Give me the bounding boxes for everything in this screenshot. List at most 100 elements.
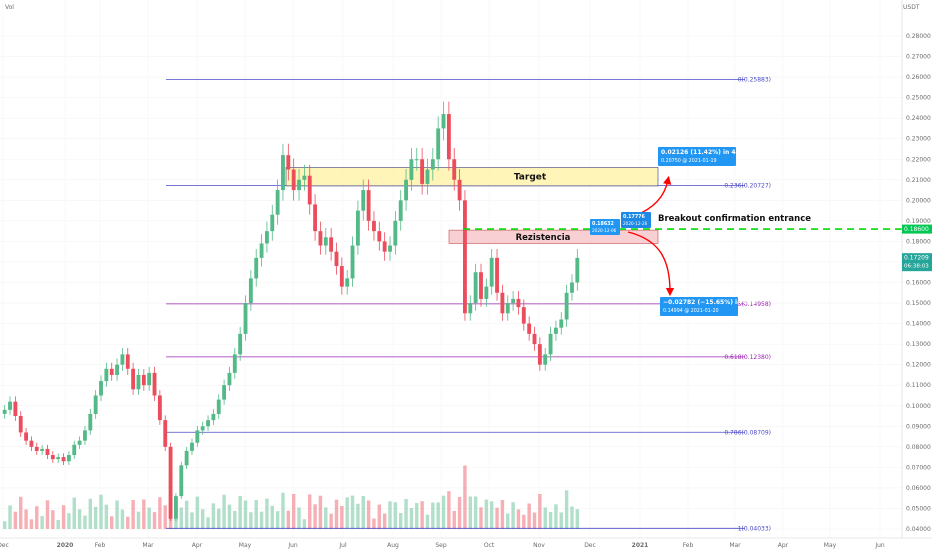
- volume-bar: [425, 514, 430, 529]
- volume-bar: [463, 465, 467, 529]
- candle: [190, 442, 194, 451]
- tooltip-up-line2: 0.20750 @ 2021-01-19: [661, 158, 717, 164]
- volume-bar: [243, 500, 248, 529]
- y-tick-label: 0.21000: [906, 177, 931, 184]
- volume-bar: [436, 502, 440, 529]
- volume-bar: [484, 499, 489, 529]
- volume-bar: [217, 508, 221, 529]
- y-tick-label: 0.09000: [906, 423, 931, 430]
- tooltip-small-1-line1: 0.18632: [592, 221, 614, 227]
- y-tick-label: 0.18000: [906, 238, 931, 245]
- y-tick-label: 0.04000: [906, 526, 931, 533]
- volume-bar: [270, 505, 274, 529]
- candle: [355, 210, 360, 246]
- candle: [307, 175, 312, 205]
- volume-bar: [99, 494, 103, 529]
- candle: [543, 354, 548, 365]
- fibonacci-levels: 0(0.25883) 0.236(0.20727) 0.5(0.14958) 0.61…: [166, 76, 771, 532]
- volume-bar: [538, 494, 542, 529]
- candle: [570, 282, 574, 293]
- volume-bar: [489, 501, 494, 529]
- time-axis[interactable]: Dec 2020 Feb Mar Apr May Jun Jul Aug Sep Oct Nov Dec…: [0, 537, 932, 549]
- y-tick-label: 0.13000: [906, 341, 931, 348]
- candle: [313, 204, 318, 232]
- candle: [8, 401, 12, 410]
- volume-bar: [447, 491, 451, 529]
- volume-bar: [372, 518, 376, 529]
- tooltip-small-2-line2: 2020-12-26: [623, 221, 648, 226]
- volume-bar: [158, 497, 162, 529]
- volume-bar: [206, 517, 210, 529]
- candle: [372, 220, 376, 232]
- volume-bar: [457, 497, 462, 529]
- candle: [409, 159, 414, 180]
- candle: [88, 413, 93, 431]
- candle: [302, 175, 307, 180]
- tooltip-small-1: 0.18632 2020-12-06: [590, 219, 620, 235]
- candle: [99, 381, 103, 396]
- volume-bar: [286, 510, 291, 529]
- x-tick-label: Feb: [95, 542, 106, 549]
- volume-bar: [511, 502, 515, 529]
- fib-label: 0(0.25883): [738, 76, 771, 83]
- projection-arrow-down: [627, 231, 675, 297]
- volume-bar: [479, 507, 483, 529]
- candle: [446, 114, 451, 160]
- volume-bar: [136, 511, 141, 529]
- y-tick-label: 0.26000: [906, 74, 931, 81]
- candle: [120, 354, 125, 365]
- volume-bar: [473, 496, 478, 529]
- candle: [216, 399, 221, 414]
- volume-bar: [61, 505, 66, 529]
- x-tick-label: Apr: [778, 542, 789, 549]
- candle: [484, 286, 489, 299]
- candle: [115, 364, 119, 375]
- volume-bar: [409, 508, 414, 529]
- volume-bar: [388, 501, 392, 529]
- x-tick-label: Nov: [533, 542, 545, 549]
- candle: [24, 432, 29, 441]
- candle: [521, 307, 526, 324]
- current-price-tag: 0.17209 06:38:03: [902, 253, 932, 272]
- candle: [468, 303, 473, 314]
- countdown-value: 06:38:03: [904, 264, 929, 270]
- volume-bar: [40, 516, 44, 529]
- candle: [13, 401, 18, 417]
- x-tick-label: Apr: [192, 542, 203, 549]
- volume-bar: [195, 496, 200, 529]
- volume-bar: [35, 506, 39, 529]
- candle: [248, 278, 253, 304]
- candle: [259, 243, 264, 258]
- volume-bar: [120, 509, 125, 529]
- candle: [222, 385, 227, 400]
- candle: [211, 413, 216, 421]
- volume-bar: [516, 509, 521, 529]
- volume-bar: [377, 504, 382, 529]
- target-zone[interactable]: [285, 167, 659, 187]
- volume-bar: [83, 515, 87, 529]
- candle: [200, 426, 205, 431]
- volume-bar: [275, 511, 280, 529]
- volume-bar: [211, 503, 216, 529]
- x-tick-label: May: [824, 542, 837, 549]
- volume-bar: [564, 490, 569, 529]
- fib-label: 0.5(0.14958): [732, 301, 771, 308]
- candle: [286, 155, 291, 170]
- candle: [457, 179, 462, 201]
- candle: [136, 374, 141, 390]
- volume-bar: [147, 507, 151, 529]
- volume-bar: [334, 499, 339, 529]
- volume-bar: [190, 512, 194, 529]
- volume-bar: [548, 512, 553, 529]
- y-tick-label: 0.28000: [906, 33, 931, 40]
- candle: [179, 465, 184, 497]
- candle: [382, 241, 387, 252]
- y-tick-label: 0.27000: [906, 54, 931, 61]
- current-price-value: 0.17209: [904, 255, 929, 262]
- candle: [350, 245, 355, 279]
- candle: [275, 190, 280, 215]
- candle: [34, 446, 39, 451]
- candle: [559, 319, 564, 328]
- candle: [131, 368, 136, 390]
